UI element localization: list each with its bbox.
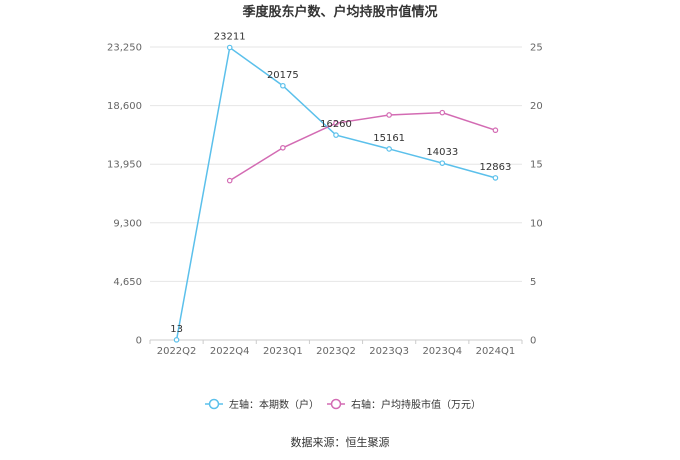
data-labels: 13 23211 20175 16260 15161 14033 12863 [170, 31, 511, 334]
x-axis-ticks: 2022Q2 2022Q4 2023Q1 2023Q2 2023Q3 2023Q4 2024… [149, 340, 523, 357]
data-point-left[interactable] [333, 132, 339, 138]
x-axis-tick-label: 2023Q2 [316, 346, 356, 357]
left-axis-tick-label: 23,250 [107, 43, 142, 54]
series-line-right [229, 111, 496, 182]
left-axis-tick-label: 0 [136, 336, 142, 347]
data-point-left[interactable] [226, 44, 233, 51]
data-point-right[interactable] [386, 112, 392, 118]
legend: 左轴：本期数（户） 右轴：户均持股市值（万元） [205, 398, 481, 411]
right-axis-tick-label: 10 [530, 218, 543, 229]
right-axis-tick-label: 0 [530, 336, 536, 347]
data-point-right[interactable] [439, 109, 446, 116]
left-axis-tick-label: 18,600 [107, 101, 142, 112]
grid-lines [150, 46, 522, 341]
legend-label-right-series: 右轴：户均持股市值（万元） [351, 398, 481, 411]
series-layer [173, 44, 499, 343]
data-point-right[interactable] [280, 144, 286, 151]
data-point-left[interactable] [173, 337, 180, 343]
data-point-left[interactable] [386, 146, 392, 152]
data-point-left[interactable] [492, 175, 499, 181]
right-axis-ticks: 0 5 10 15 20 25 [530, 43, 543, 347]
data-label: 23211 [214, 31, 246, 42]
right-axis-tick-label: 25 [530, 43, 543, 54]
right-axis-tick-label: 20 [530, 101, 543, 112]
legend-item-left-series[interactable]: 左轴：本期数（户） [205, 398, 319, 411]
data-label: 13 [170, 324, 183, 335]
data-label: 20175 [267, 70, 299, 81]
data-source-note: 数据来源：恒生聚源 [291, 435, 390, 449]
x-axis-tick-label: 2022Q2 [157, 346, 197, 357]
data-point-right[interactable] [492, 127, 499, 134]
data-label: 14033 [426, 147, 458, 158]
data-label: 16260 [320, 119, 352, 130]
data-point-left[interactable] [439, 160, 446, 166]
legend-label-left-series: 左轴：本期数（户） [229, 398, 319, 411]
left-axis-tick-label: 13,950 [107, 160, 142, 171]
data-point-right[interactable] [333, 120, 339, 126]
x-axis-tick-label: 2023Q1 [263, 346, 303, 357]
right-axis-tick-label: 15 [530, 160, 543, 171]
series-line-left [175, 46, 496, 340]
x-axis-tick-label: 2022Q4 [210, 346, 250, 357]
x-axis-tick-label: 2023Q4 [422, 346, 462, 357]
x-axis-tick-label: 2024Q1 [476, 346, 516, 357]
data-label: 12863 [480, 162, 512, 173]
chart-title: 季度股东户数、户均持股市值情况 [241, 4, 437, 20]
right-axis-tick-label: 5 [530, 277, 536, 288]
left-axis-tick-label: 9,300 [113, 218, 142, 229]
x-axis-tick-label: 2023Q3 [369, 346, 409, 357]
legend-item-right-series[interactable]: 右轴：户均持股市值（万元） [327, 398, 481, 411]
left-axis-tick-label: 4,650 [113, 277, 142, 288]
data-point-right[interactable] [226, 177, 233, 184]
data-point-left[interactable] [280, 82, 286, 89]
data-label: 15161 [373, 133, 405, 144]
left-axis-ticks: 0 4,650 9,300 13,950 18,600 23,250 [107, 43, 142, 347]
